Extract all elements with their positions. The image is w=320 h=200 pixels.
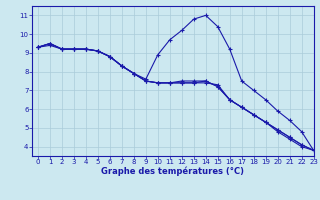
X-axis label: Graphe des températures (°C): Graphe des températures (°C) (101, 167, 244, 176)
